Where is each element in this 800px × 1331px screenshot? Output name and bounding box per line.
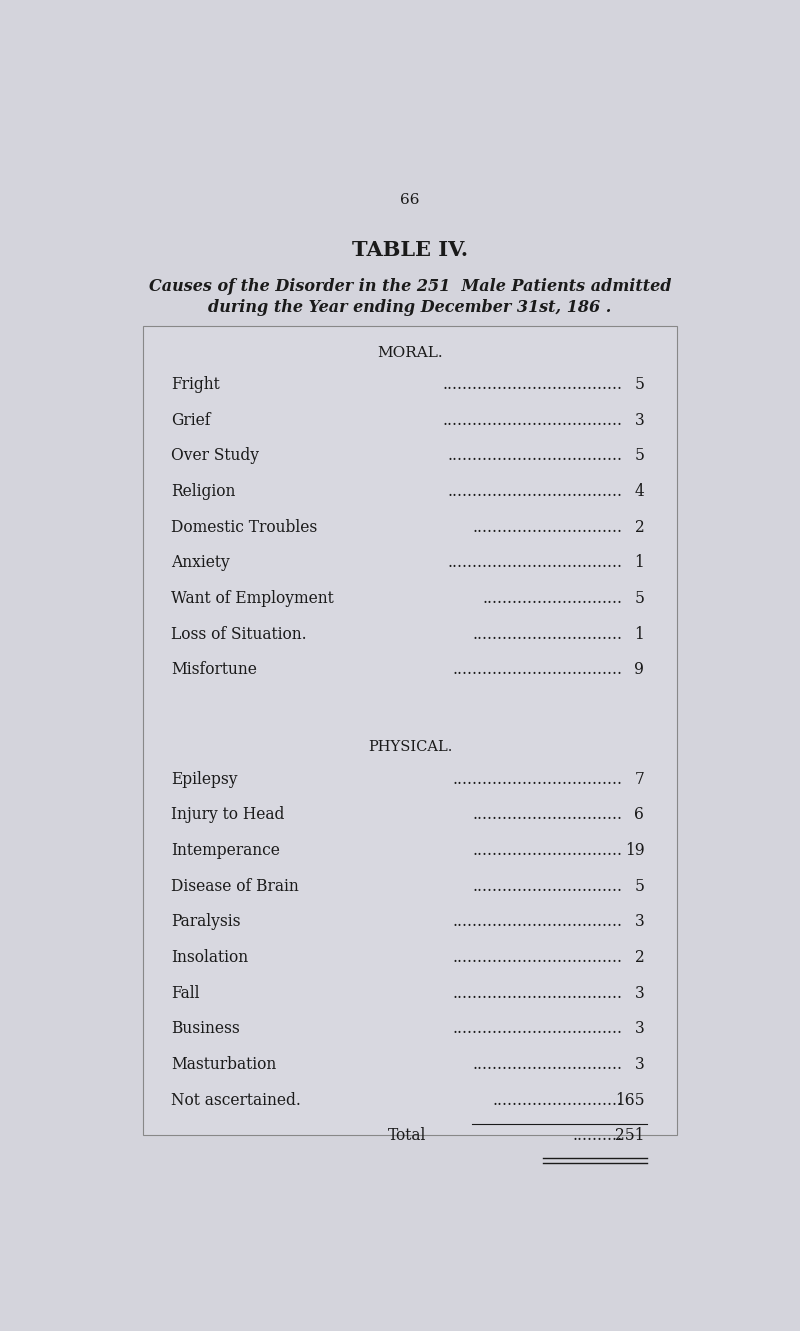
Text: 5: 5 (634, 590, 644, 607)
Text: ..................................: .................................. (453, 949, 622, 966)
Text: Insolation: Insolation (171, 949, 249, 966)
Text: TABLE IV.: TABLE IV. (352, 240, 468, 260)
Text: Fright: Fright (171, 375, 220, 393)
Text: Want of Employment: Want of Employment (171, 590, 334, 607)
Text: ............................: ............................ (482, 590, 622, 607)
Text: 9: 9 (634, 662, 644, 679)
Text: ....................................: .................................... (442, 411, 622, 429)
Text: Masturbation: Masturbation (171, 1055, 277, 1073)
Text: Domestic Troubles: Domestic Troubles (171, 519, 318, 535)
Text: ..........................: .......................... (493, 1091, 622, 1109)
Text: ...................................: ................................... (448, 447, 622, 465)
Text: ..............................: .............................. (473, 807, 622, 824)
Text: Business: Business (171, 1021, 240, 1037)
Text: Intemperance: Intemperance (171, 843, 280, 858)
Text: ..............................: .............................. (473, 1055, 622, 1073)
Text: Over Study: Over Study (171, 447, 259, 465)
Text: ...................................: ................................... (448, 483, 622, 500)
Text: Not ascertained.: Not ascertained. (171, 1091, 301, 1109)
Text: ..............................: .............................. (473, 843, 622, 858)
Text: ..............................: .............................. (473, 626, 622, 643)
Text: PHYSICAL.: PHYSICAL. (368, 740, 452, 753)
Text: Fall: Fall (171, 985, 200, 1002)
Text: Epilepsy: Epilepsy (171, 771, 238, 788)
Text: ..................................: .................................. (453, 771, 622, 788)
Bar (143, 326, 677, 1135)
Text: Paralysis: Paralysis (171, 913, 241, 930)
Text: ..................................: .................................. (453, 662, 622, 679)
Text: 19: 19 (625, 843, 644, 858)
Text: during the Year ending December 31st, 186 .: during the Year ending December 31st, 18… (208, 299, 612, 315)
Text: Total: Total (388, 1127, 426, 1145)
Text: Disease of Brain: Disease of Brain (171, 877, 299, 894)
Text: Loss of Situation.: Loss of Situation. (171, 626, 307, 643)
Text: 2: 2 (634, 949, 644, 966)
Text: ..................................: .................................. (453, 1021, 622, 1037)
Text: Misfortune: Misfortune (171, 662, 257, 679)
Text: 4: 4 (634, 483, 644, 500)
Text: 3: 3 (634, 1055, 644, 1073)
Text: 66: 66 (400, 193, 420, 206)
Text: 1: 1 (634, 626, 644, 643)
Text: 3: 3 (634, 411, 644, 429)
Text: 165: 165 (614, 1091, 644, 1109)
Text: ..........: .......... (573, 1127, 622, 1145)
Text: ...................................: ................................... (448, 554, 622, 571)
Text: 5: 5 (634, 877, 644, 894)
Text: Religion: Religion (171, 483, 236, 500)
Text: 3: 3 (634, 913, 644, 930)
Text: ..............................: .............................. (473, 877, 622, 894)
Text: 5: 5 (634, 447, 644, 465)
Text: 6: 6 (634, 807, 644, 824)
Text: 251: 251 (615, 1127, 644, 1145)
Text: 3: 3 (634, 985, 644, 1002)
Text: 5: 5 (634, 375, 644, 393)
Text: ..................................: .................................. (453, 985, 622, 1002)
Text: 3: 3 (634, 1021, 644, 1037)
Text: ..................................: .................................. (453, 913, 622, 930)
Text: 7: 7 (634, 771, 644, 788)
Text: MORAL.: MORAL. (377, 346, 443, 361)
Text: Grief: Grief (171, 411, 211, 429)
Text: Injury to Head: Injury to Head (171, 807, 285, 824)
Text: ....................................: .................................... (442, 375, 622, 393)
Text: Anxiety: Anxiety (171, 554, 230, 571)
Text: Causes of the Disorder in the 251  Male Patients admitted: Causes of the Disorder in the 251 Male P… (149, 278, 671, 294)
Text: 1: 1 (634, 554, 644, 571)
Text: 2: 2 (634, 519, 644, 535)
Text: ..............................: .............................. (473, 519, 622, 535)
